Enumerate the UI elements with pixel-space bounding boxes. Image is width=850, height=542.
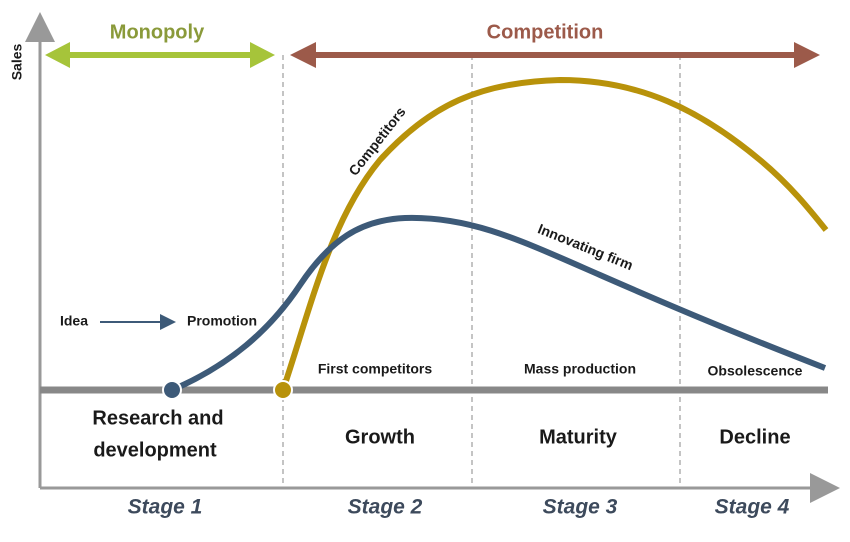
substage-label: First competitors	[318, 361, 433, 377]
curve-label: Innovating firm	[536, 220, 636, 273]
stage-name: Growth	[345, 426, 415, 448]
stage-label: Stage 2	[348, 496, 423, 519]
phase-label: Monopoly	[110, 21, 205, 43]
monopoly-arrow	[45, 42, 275, 68]
competition-arrow	[290, 42, 820, 68]
substage-label: Mass production	[524, 361, 636, 377]
flow-label: Idea	[60, 313, 88, 329]
competitors-curve	[280, 76, 829, 391]
start-dot	[273, 380, 293, 400]
innovating-curve	[170, 214, 827, 393]
flow-label: Promotion	[187, 313, 257, 329]
substage-label: Obsolescence	[708, 363, 803, 379]
y-axis-label: Sales	[9, 43, 25, 80]
stage-name: development	[93, 439, 217, 461]
stage-name: Research and	[92, 407, 223, 429]
stage-label: Stage 1	[128, 496, 203, 519]
stage-name: Maturity	[539, 426, 618, 448]
stage-label: Stage 3	[543, 496, 618, 519]
phase-label: Competition	[487, 21, 604, 43]
stage-label: Stage 4	[715, 496, 790, 519]
start-dot	[162, 380, 182, 400]
stage-name: Decline	[719, 426, 790, 448]
